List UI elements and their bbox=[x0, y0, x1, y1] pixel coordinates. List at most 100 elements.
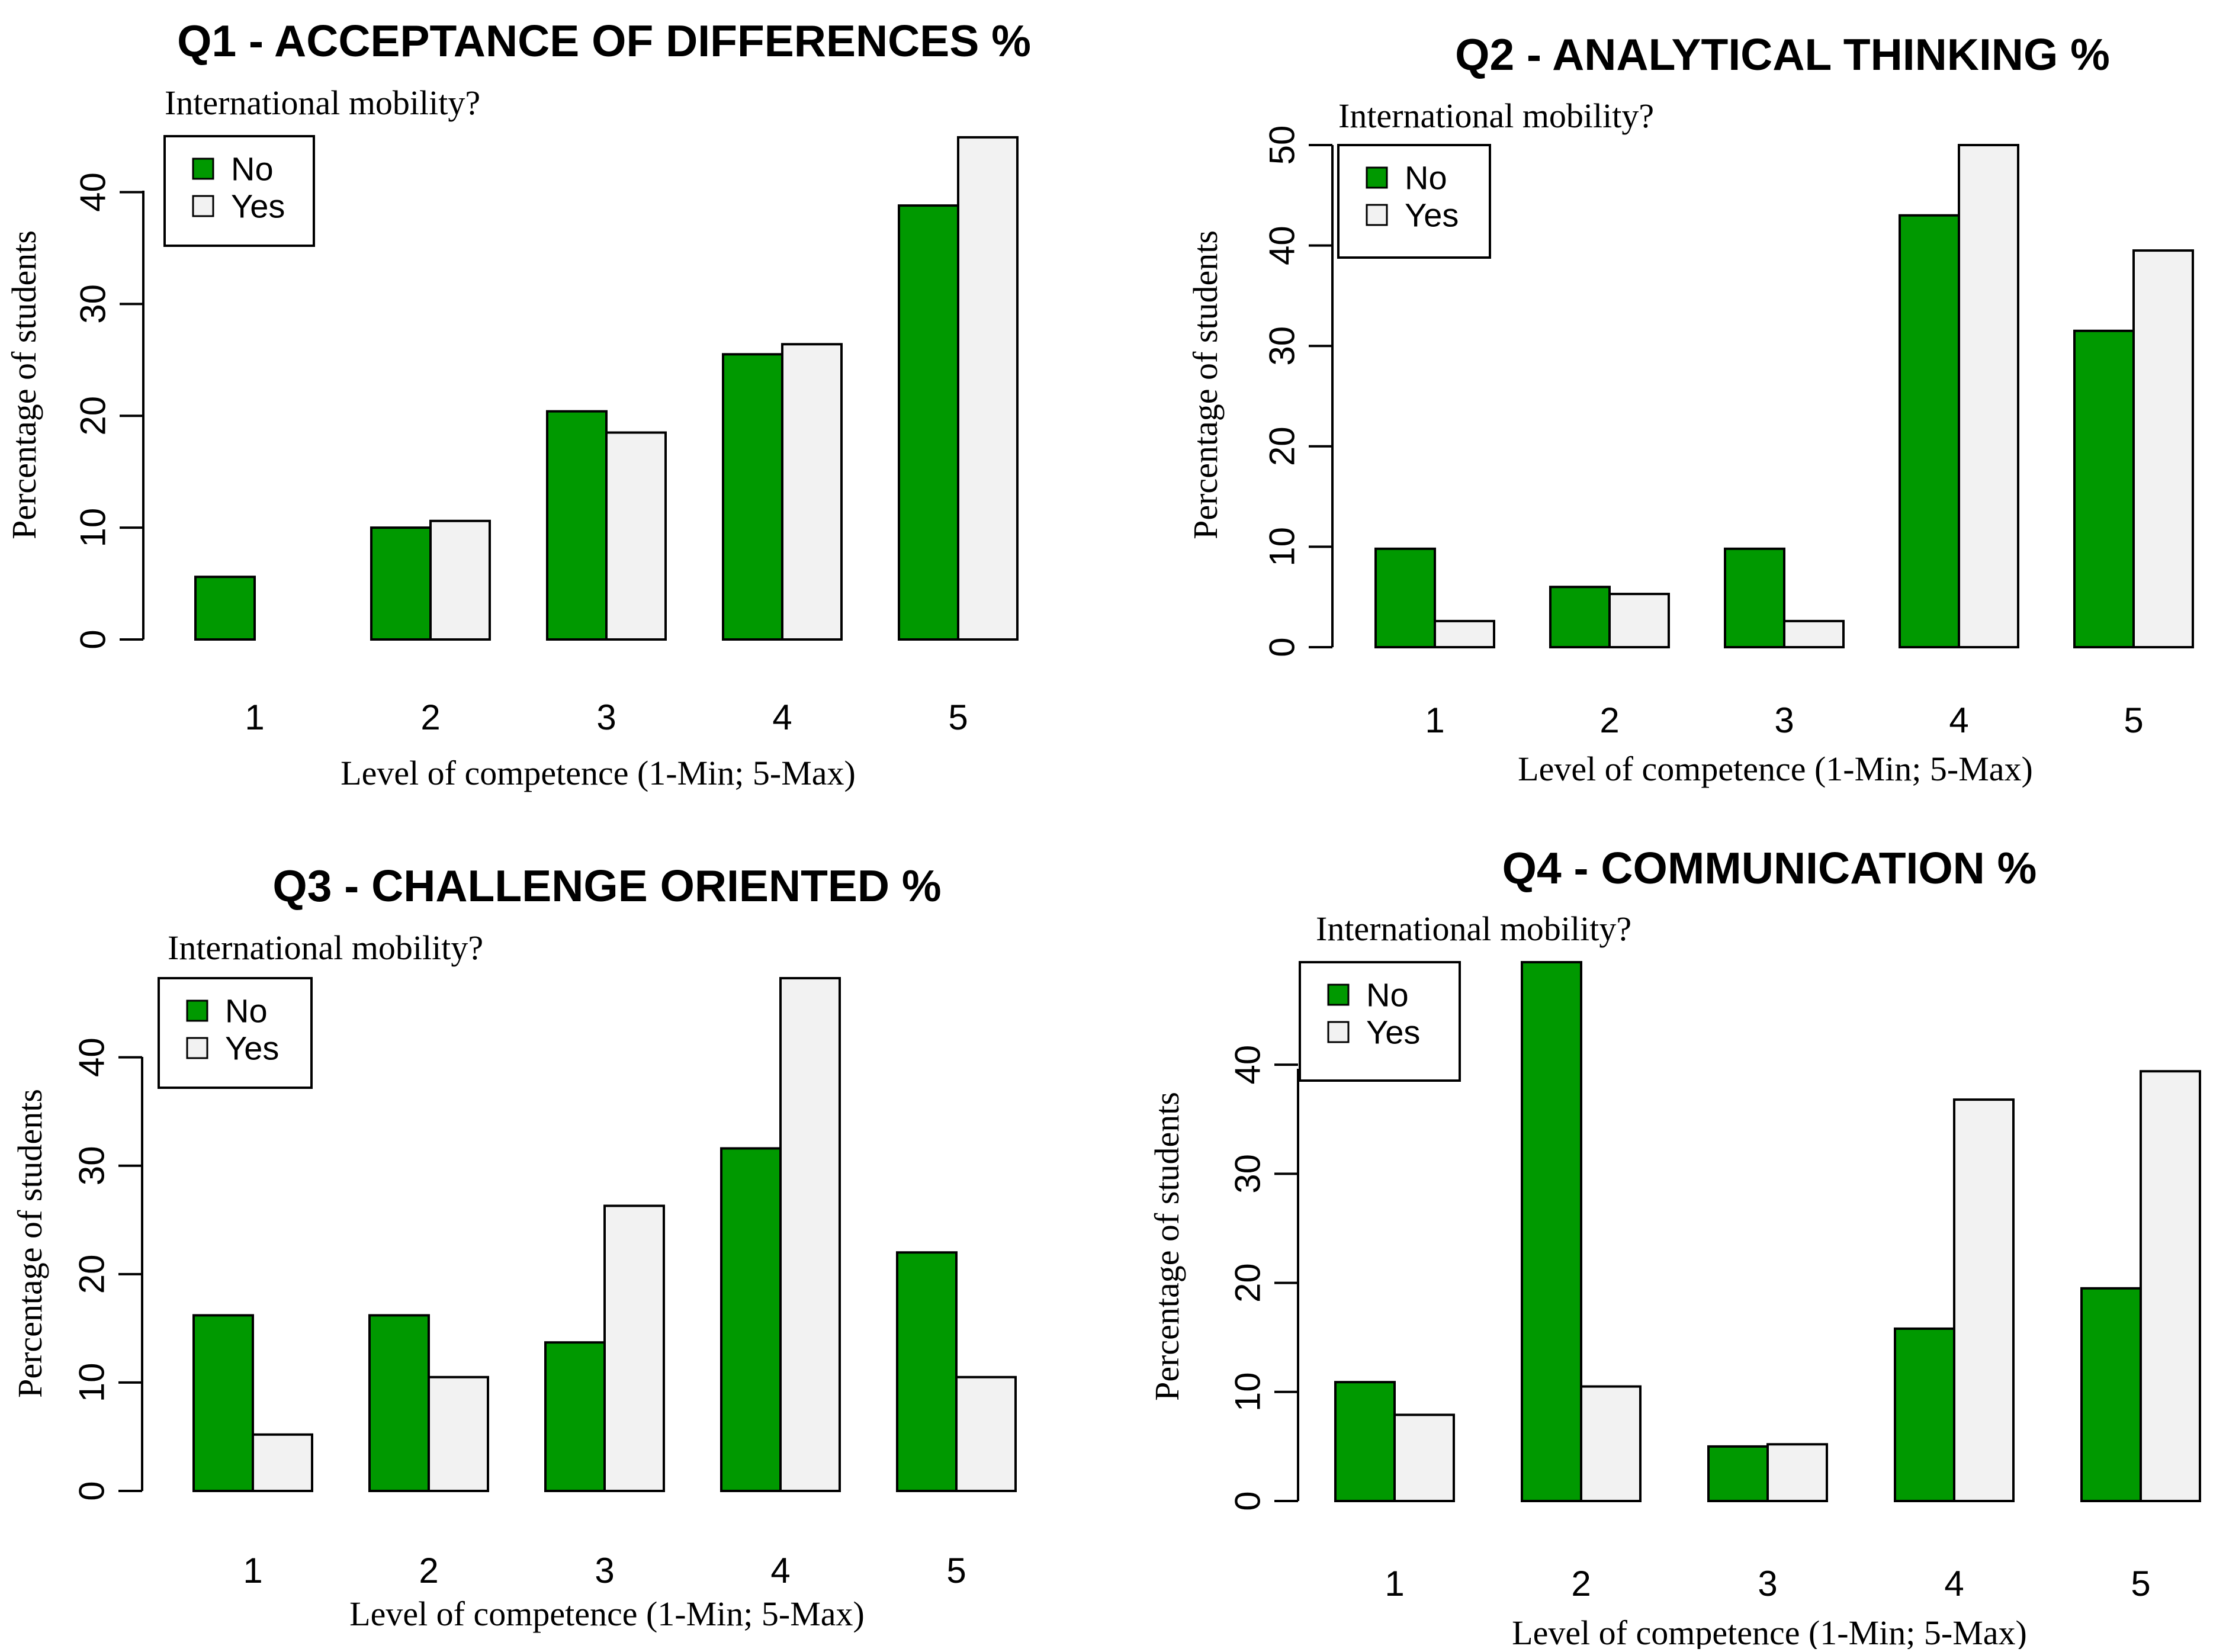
bar-yes-level-1 bbox=[252, 1433, 313, 1492]
bar-yes-level-2 bbox=[1580, 1385, 1642, 1502]
bar-no-level-4 bbox=[1899, 214, 1960, 649]
bar-no-level-2 bbox=[1521, 961, 1582, 1502]
legend-title: International mobility? bbox=[1316, 909, 1631, 948]
bar-yes-level-4 bbox=[779, 977, 841, 1492]
x-tick-label: 4 bbox=[1944, 1564, 1964, 1603]
x-axis-label: Level of competence (1-Min; 5-Max) bbox=[1512, 1614, 2027, 1649]
chart-q3: Q3 - CHALLENGE ORIENTED % International m… bbox=[11, 861, 1017, 1633]
bar-no-level-3 bbox=[1707, 1445, 1769, 1503]
legend-label-yes: Yes bbox=[1405, 197, 1459, 234]
bar-no-level-3 bbox=[1724, 547, 1785, 648]
bar-no-level-1 bbox=[1374, 547, 1436, 648]
bar-yes-level-2 bbox=[1608, 593, 1670, 648]
legend-label-no: No bbox=[1366, 976, 1409, 1014]
bar-yes-level-5 bbox=[2140, 1070, 2201, 1503]
x-tick-label: 1 bbox=[1385, 1564, 1404, 1603]
legend-box bbox=[163, 135, 315, 247]
bar-yes-level-4 bbox=[781, 343, 843, 641]
y-tick-label: 50 bbox=[1263, 126, 1302, 165]
x-tick-label: 2 bbox=[420, 698, 440, 737]
y-axis: 0 10 20 30 40 bbox=[73, 172, 144, 650]
legend-swatch-yes bbox=[1327, 1021, 1350, 1043]
chart-q1: Q1 - ACCEPTANCE OF DIFFERENCES % Internat… bbox=[5, 16, 1031, 792]
legend-swatch-no bbox=[1366, 166, 1388, 189]
legend-label-no: No bbox=[231, 150, 274, 188]
y-tick-label: 10 bbox=[1228, 1372, 1268, 1412]
y-axis-label: Percentage of students bbox=[1148, 1092, 1186, 1401]
y-tick-label: 40 bbox=[73, 172, 113, 212]
legend-title: International mobility? bbox=[165, 83, 480, 122]
legend-label-yes: Yes bbox=[231, 188, 285, 225]
bar-yes-level-5 bbox=[957, 136, 1019, 641]
y-tick-label: 20 bbox=[1228, 1263, 1268, 1303]
legend-box bbox=[1299, 961, 1461, 1082]
chart-q4: Q4 - COMMUNICATION % International mobili… bbox=[1148, 843, 2201, 1652]
x-tick-label: 3 bbox=[1758, 1564, 1777, 1603]
y-axis: 0 10 20 30 40 bbox=[1228, 1045, 1299, 1511]
legend-swatch-no bbox=[1327, 984, 1350, 1006]
bar-no-level-5 bbox=[896, 1251, 958, 1492]
x-axis-label: Level of competence (1-Min; 5-Max) bbox=[1518, 750, 2033, 788]
bar-no-level-5 bbox=[2073, 329, 2135, 648]
bar-no-level-5 bbox=[2080, 1287, 2142, 1503]
bar-no-level-3 bbox=[546, 410, 608, 641]
y-tick-label: 0 bbox=[1263, 637, 1302, 657]
x-tick-label: 5 bbox=[2124, 700, 2143, 740]
legend-label-no: No bbox=[225, 992, 268, 1030]
bar-yes-level-1 bbox=[1393, 1413, 1455, 1502]
bar-no-level-3 bbox=[544, 1341, 606, 1492]
x-tick-label: 1 bbox=[1425, 700, 1444, 740]
y-axis-label: Percentage of students bbox=[11, 1089, 49, 1398]
x-axis-label: Level of competence (1-Min; 5-Max) bbox=[349, 1595, 865, 1633]
y-tick-label: 40 bbox=[1228, 1045, 1268, 1085]
y-tick-label: 20 bbox=[1263, 426, 1302, 466]
bar-yes-level-3 bbox=[603, 1204, 665, 1493]
legend-label-no: No bbox=[1405, 159, 1447, 197]
bar-no-level-4 bbox=[722, 353, 783, 641]
x-tick-label: 1 bbox=[245, 698, 264, 737]
x-tick-label: 5 bbox=[948, 698, 968, 737]
bar-yes-level-4 bbox=[1953, 1098, 2015, 1502]
y-axis: 0 10 20 30 40 bbox=[72, 1037, 143, 1501]
chart-title: Q4 - COMMUNICATION % bbox=[1502, 843, 2037, 893]
legend-box bbox=[158, 977, 313, 1089]
bar-no-level-1 bbox=[1334, 1381, 1396, 1502]
legend-swatch-yes bbox=[1366, 204, 1388, 226]
y-tick-label: 20 bbox=[73, 396, 113, 436]
x-tick-label: 5 bbox=[2131, 1564, 2150, 1603]
legend-swatch-no bbox=[186, 999, 208, 1022]
y-axis-label: Percentage of students bbox=[1186, 230, 1225, 539]
legend-box bbox=[1337, 144, 1491, 259]
x-axis-label: Level of competence (1-Min; 5-Max) bbox=[341, 754, 856, 792]
x-tick-label: 3 bbox=[1774, 700, 1794, 740]
bar-no-level-1 bbox=[192, 1314, 254, 1493]
y-tick-label: 40 bbox=[72, 1037, 112, 1077]
chart-title: Q3 - CHALLENGE ORIENTED % bbox=[272, 861, 941, 911]
bar-no-level-2 bbox=[368, 1314, 430, 1493]
y-tick-label: 0 bbox=[72, 1481, 112, 1500]
x-tick-label: 3 bbox=[595, 1551, 614, 1590]
y-tick-label: 30 bbox=[1228, 1154, 1268, 1194]
y-tick-label: 30 bbox=[1263, 326, 1302, 366]
bar-yes-level-2 bbox=[429, 519, 491, 641]
y-axis-label: Percentage of students bbox=[5, 230, 43, 539]
chart-title: Q2 - ANALYTICAL THINKING % bbox=[1455, 30, 2110, 79]
x-tick-label: 2 bbox=[419, 1551, 438, 1590]
legend-swatch-yes bbox=[186, 1037, 208, 1059]
bar-yes-level-3 bbox=[605, 431, 667, 641]
x-tick-label: 4 bbox=[770, 1551, 790, 1590]
x-tick-label: 1 bbox=[243, 1551, 262, 1590]
y-tick-label: 10 bbox=[72, 1363, 112, 1403]
bar-no-level-2 bbox=[1549, 586, 1611, 648]
bar-no-level-2 bbox=[370, 526, 432, 641]
x-tick-label: 4 bbox=[1949, 700, 1968, 740]
y-tick-label: 10 bbox=[1263, 527, 1302, 567]
bar-no-level-4 bbox=[720, 1147, 782, 1492]
bar-yes-level-3 bbox=[1766, 1443, 1828, 1502]
